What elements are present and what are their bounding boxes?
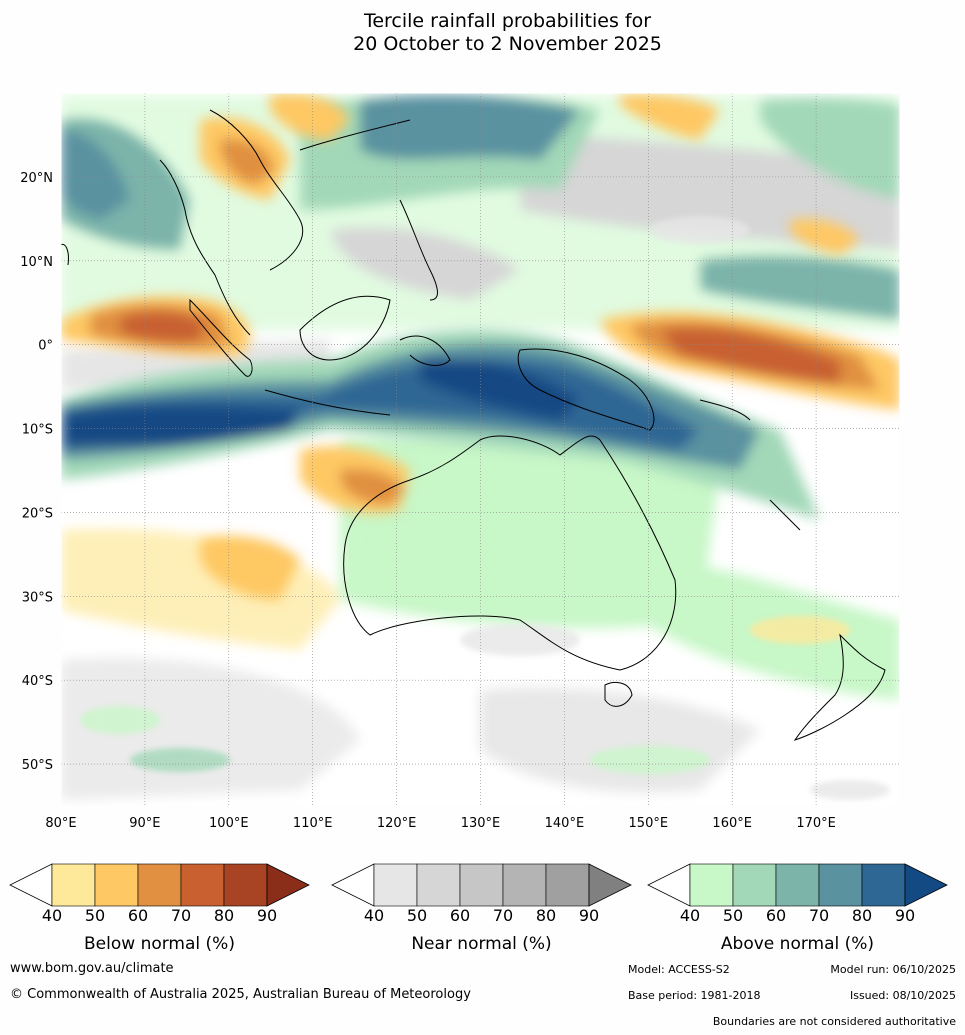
colorbar-tick-label: 70 [493, 906, 513, 925]
lon-tick-label: 140°E [545, 816, 585, 831]
probability-field [61, 93, 900, 800]
colorbar-tick-label: 80 [852, 906, 872, 925]
colorbar-segment [416, 863, 461, 907]
colorbar-tick-label: 50 [407, 906, 427, 925]
coastline-borneo [299, 295, 391, 361]
lon-tick-label: 150°E [629, 816, 669, 831]
longitude-labels: 80°E 90°E 100°E 110°E 120°E 130°E 140°E 150°E 16… [45, 816, 835, 831]
colorbar-segment [373, 863, 418, 907]
colorbar-tick-label: 50 [723, 906, 743, 925]
colorbar-segment [223, 863, 268, 907]
colorbar-near: 40 50 60 70 80 90 Near normal (%) [331, 863, 632, 954]
gridlines [61, 93, 900, 806]
lat-tick-label: 10°S [22, 423, 53, 438]
coastline-india [61, 243, 69, 266]
lon-tick-label: 160°E [712, 816, 752, 831]
lat-tick-label: 40°S [22, 674, 53, 689]
lon-tick-label: 130°E [461, 816, 501, 831]
colorbar-segment [51, 863, 96, 907]
lon-tick-label: 100°E [209, 816, 249, 831]
colorbar-segment [545, 863, 590, 907]
colorbar-segment [502, 863, 547, 907]
colorbar-tick-label: 60 [128, 906, 148, 925]
coastline-solomon-islands [699, 399, 751, 421]
lat-tick-label: 20°N [20, 171, 53, 186]
lat-tick-label: 20°S [22, 506, 53, 521]
colorbar-tick-label: 90 [579, 906, 599, 925]
colorbar-title: Near normal (%) [411, 934, 551, 954]
coastline-tasmania [604, 682, 633, 707]
coastlines [61, 109, 886, 741]
colorbar-tick-label: 40 [680, 906, 700, 925]
coastline-new-caledonia [769, 499, 801, 531]
lon-tick-label: 90°E [129, 816, 160, 831]
colorbar-segment [137, 863, 182, 907]
colorbar-tick-label: 70 [171, 906, 191, 925]
coastline-indochina [159, 159, 251, 336]
colorbar-high-extension [904, 863, 948, 907]
latitude-labels: 20°N 10°N 0° 10°S 20°S 30°S 40°S 50°S [20, 171, 53, 773]
colorbar-tick-label: 60 [766, 906, 786, 925]
footer-disclaimer: Boundaries are not considered authoritat… [712, 1015, 956, 1028]
lon-tick-label: 170°E [796, 816, 836, 831]
lat-tick-label: 50°S [22, 758, 53, 773]
colorbar-tick-label: 60 [450, 906, 470, 925]
colorbar-high-extension [588, 863, 632, 907]
lat-tick-label: 0° [38, 339, 53, 354]
colorbar-above: 40 50 60 70 80 90 Above normal (%) [647, 863, 948, 954]
colorbar-segment [775, 863, 820, 907]
footer-issued: Issued: 08/10/2025 [849, 989, 956, 1002]
title-line-1: Tercile rainfall probabilities for [363, 10, 652, 32]
coastline-sulawesi [399, 335, 451, 366]
colorbar-title: Below normal (%) [84, 934, 235, 954]
map-area [60, 92, 901, 807]
colorbar-low-extension [647, 863, 691, 907]
coastline-philippines [399, 199, 438, 301]
colorbar-segment [94, 863, 139, 907]
colorbar-high-extension [266, 863, 310, 907]
lat-tick-label: 30°S [22, 590, 53, 605]
colorbars: 40 50 60 70 80 90 Below normal (%) 40 50 60 70 80 90… [9, 863, 948, 954]
colorbar-segment [861, 863, 906, 907]
colorbar-low-extension [9, 863, 53, 907]
footer-model-run: Model run: 06/10/2025 [830, 963, 956, 976]
chart-title: Tercile rainfall probabilities for 20 Oc… [0, 10, 965, 56]
colorbar-segment [732, 863, 777, 907]
lon-tick-label: 80°E [45, 816, 76, 831]
colorbar-tick-label: 80 [214, 906, 234, 925]
colorbar-title: Above normal (%) [721, 934, 874, 954]
colorbar-tick-label: 80 [536, 906, 556, 925]
coastline-china [299, 119, 411, 151]
colorbar-tick-label: 40 [42, 906, 62, 925]
colorbar-segment [180, 863, 225, 907]
coastline-java [264, 389, 391, 416]
coastline-new-guinea [517, 348, 655, 431]
lon-tick-label: 120°E [377, 816, 417, 831]
colorbar-tick-label: 50 [85, 906, 105, 925]
map-frame [60, 92, 901, 807]
coastline-new-zealand [793, 633, 886, 741]
colorbar-low-extension [331, 863, 375, 907]
coastline-vietnam [209, 109, 304, 271]
lat-tick-label: 10°N [20, 255, 53, 270]
colorbar-tick-label: 90 [895, 906, 915, 925]
coastline-australia [343, 435, 677, 671]
coastline-sumatra [189, 298, 253, 377]
colorbar-segment [818, 863, 863, 907]
colorbar-segment [459, 863, 504, 907]
footer-website: www.bom.gov.au/climate [10, 961, 174, 976]
colorbar-segment [689, 863, 734, 907]
colorbar-tick-label: 90 [257, 906, 277, 925]
footer-base-period: Base period: 1981-2018 [628, 989, 761, 1002]
colorbar-below: 40 50 60 70 80 90 Below normal (%) [9, 863, 310, 954]
footer-copyright: © Commonwealth of Australia 2025, Austra… [10, 987, 471, 1002]
colorbar-tick-label: 40 [364, 906, 384, 925]
colorbar-tick-label: 70 [809, 906, 829, 925]
lon-tick-label: 110°E [293, 816, 333, 831]
footer-model: Model: ACCESS-S2 [628, 963, 730, 976]
title-line-2: 20 October to 2 November 2025 [353, 33, 662, 55]
